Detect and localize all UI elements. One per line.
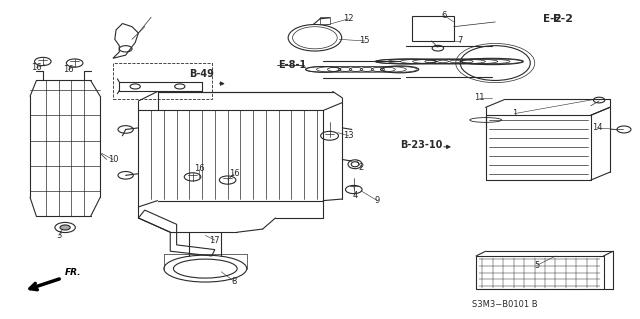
Text: 16: 16 [63,65,74,74]
Text: 12: 12 [344,14,354,23]
Text: 6: 6 [442,11,447,20]
Text: 8: 8 [231,277,237,286]
Text: B-49: B-49 [189,69,214,79]
Text: E-2: E-2 [552,14,573,24]
Bar [113,63,212,100]
Text: 13: 13 [344,131,354,140]
Text: 16: 16 [194,165,204,174]
Text: 4: 4 [353,191,358,200]
Bar [476,256,604,289]
Text: 10: 10 [108,155,118,164]
Text: 7: 7 [458,36,463,45]
Bar [412,16,454,41]
Text: 11: 11 [474,93,484,102]
Text: 15: 15 [359,36,370,45]
Text: 16: 16 [228,169,239,178]
Text: E-2: E-2 [543,14,562,24]
Text: 3: 3 [56,231,61,240]
Text: E-8-1: E-8-1 [278,60,307,70]
Text: 17: 17 [209,236,220,245]
Text: FR.: FR. [65,268,82,277]
Text: 9: 9 [375,196,380,205]
Bar [320,17,330,24]
Circle shape [60,225,70,230]
Text: 1: 1 [512,109,517,118]
Text: 16: 16 [31,63,42,72]
Text: S3M3−B0101 B: S3M3−B0101 B [472,300,538,309]
Text: 14: 14 [592,123,602,132]
Text: 2: 2 [359,163,364,172]
Text: B-23-10: B-23-10 [399,140,442,150]
Text: 5: 5 [534,261,540,270]
